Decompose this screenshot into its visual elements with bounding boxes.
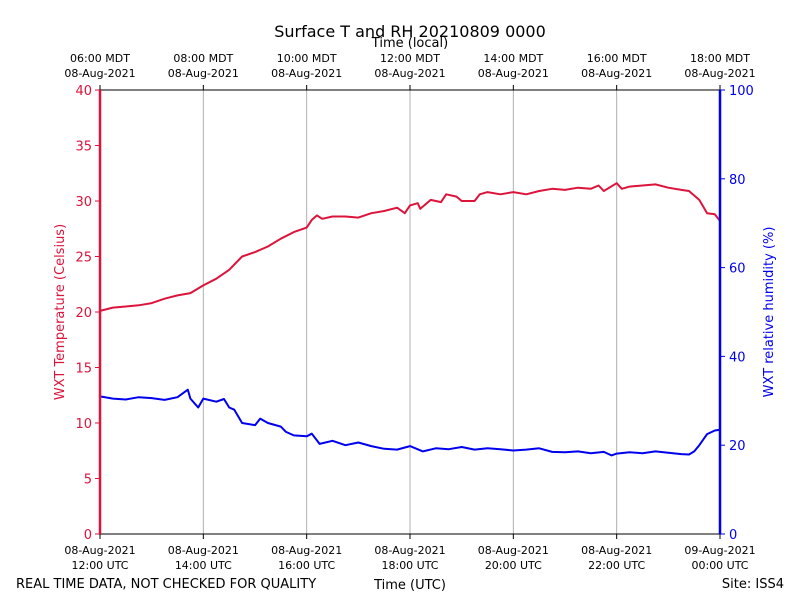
right-tick-label: 80 — [729, 173, 746, 188]
top-tick-time: 18:00 MDT — [690, 52, 750, 65]
left-tick-label: 15 — [75, 362, 92, 377]
right-tick-label: 40 — [729, 350, 746, 365]
bottom-tick-date: 08-Aug-2021 — [581, 544, 652, 557]
left-tick-label: 40 — [75, 84, 92, 99]
right-axis-label: WXT relative humidity (%) — [762, 227, 777, 398]
grid-lines — [202, 90, 618, 534]
bottom-tick-date: 08-Aug-2021 — [374, 544, 445, 557]
left-tick-label: 30 — [75, 195, 92, 210]
right-axis-ticks: 0 20 40 60 80 100 — [720, 84, 754, 543]
top-tick-date: 08-Aug-2021 — [374, 67, 445, 80]
top-tick-time: 12:00 MDT — [380, 52, 440, 65]
top-tick-time: 08:00 MDT — [173, 52, 233, 65]
top-tick-date: 08-Aug-2021 — [64, 67, 135, 80]
left-tick-label: 0 — [84, 528, 92, 543]
series-layer — [99, 182, 721, 457]
right-tick-label: 100 — [729, 84, 754, 99]
bottom-tick-time: 18:00 UTC — [381, 559, 438, 572]
bottom-axis-ticks: 08-Aug-2021 12:00 UTC 08-Aug-2021 14:00 UTC… — [64, 534, 756, 572]
bottom-tick-time: 16:00 UTC — [278, 559, 335, 572]
left-axis-ticks: 0 5 10 15 20 25 30 35 40 — [75, 84, 100, 543]
top-axis-ticks: 06:00 MDT 08-Aug-2021 08:00 MDT 08-Aug-2021… — [64, 52, 756, 90]
chart-title: Surface T and RH 20210809 0000 — [274, 22, 546, 41]
site-label: Site: ISS4 — [722, 577, 784, 592]
bottom-tick-date: 08-Aug-2021 — [168, 544, 239, 557]
left-axis-label: WXT Temperature (Celsius) — [53, 224, 68, 400]
bottom-tick-time: 22:00 UTC — [588, 559, 645, 572]
top-tick-time: 14:00 MDT — [483, 52, 543, 65]
bottom-axis-label: Time (UTC) — [373, 578, 446, 593]
temperature-series-line — [99, 182, 721, 312]
bottom-tick-time: 12:00 UTC — [71, 559, 128, 572]
top-tick-date: 08-Aug-2021 — [271, 67, 342, 80]
top-tick-time: 10:00 MDT — [277, 52, 337, 65]
top-tick-time: 16:00 MDT — [587, 52, 647, 65]
top-tick-time: 06:00 MDT — [70, 52, 130, 65]
top-tick-date: 08-Aug-2021 — [581, 67, 652, 80]
top-tick-date: 08-Aug-2021 — [478, 67, 549, 80]
bottom-tick-time: 14:00 UTC — [175, 559, 232, 572]
right-tick-label: 0 — [729, 528, 737, 543]
bottom-tick-date: 08-Aug-2021 — [64, 544, 135, 557]
top-tick-date: 08-Aug-2021 — [684, 67, 755, 80]
bottom-tick-time: 20:00 UTC — [485, 559, 542, 572]
left-tick-label: 35 — [75, 140, 92, 155]
right-tick-label: 60 — [729, 262, 746, 277]
bottom-tick-date: 08-Aug-2021 — [478, 544, 549, 557]
right-tick-label: 20 — [729, 439, 746, 454]
humidity-series-line — [99, 388, 721, 457]
bottom-tick-time: 00:00 UTC — [691, 559, 748, 572]
quality-disclaimer: REAL TIME DATA, NOT CHECKED FOR QUALITY — [16, 577, 316, 592]
left-tick-label: 5 — [84, 473, 92, 488]
left-tick-label: 20 — [75, 306, 92, 321]
top-tick-date: 08-Aug-2021 — [168, 67, 239, 80]
top-axis-label: Time (local) — [371, 36, 448, 51]
left-tick-label: 25 — [75, 251, 92, 266]
left-tick-label: 10 — [75, 417, 92, 432]
bottom-tick-date: 08-Aug-2021 — [271, 544, 342, 557]
bottom-tick-date: 09-Aug-2021 — [684, 544, 755, 557]
